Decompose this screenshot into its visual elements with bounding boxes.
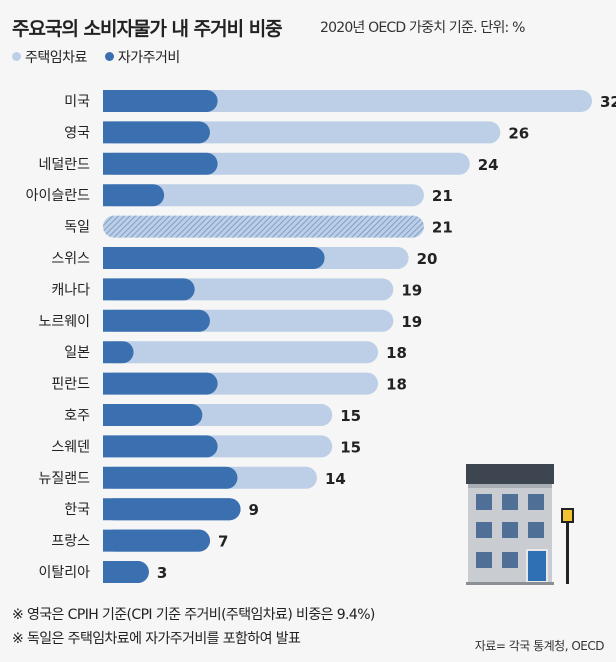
- legend-item-owner: 자가주거비: [104, 47, 180, 67]
- legend-item-rent: 주택임차료: [12, 47, 87, 67]
- category-label: 스웨덴: [51, 439, 90, 455]
- value-label: 32%: [600, 93, 616, 111]
- bar-owner: [103, 561, 149, 583]
- category-label: 뉴질랜드: [38, 471, 90, 487]
- bar-owner: [103, 529, 210, 552]
- category-label: 스위스: [51, 251, 90, 267]
- category-label: 호주: [64, 408, 90, 424]
- bar-owner: [103, 341, 134, 364]
- category-label: 한국: [64, 502, 90, 518]
- legend-label: 주택임차료: [25, 50, 87, 66]
- bar-owner: [103, 90, 218, 112]
- value-label: 18: [386, 376, 407, 394]
- legend-swatch-rent: [12, 52, 21, 61]
- bar-owner: [103, 404, 203, 426]
- legend-label: 자가주거비: [117, 50, 180, 66]
- bar-rent: [103, 341, 379, 364]
- value-label: 3: [157, 564, 167, 582]
- bar-owner: [103, 184, 165, 207]
- bar-chart: 미국 32% 영국 26 네덜란드 24 아이슬란드 21 독일 21 스위스 20 캐나다 19 노르웨이…: [26, 90, 616, 585]
- footnote: ※ 독일은 주택임차료에 자가주거비를 포함하여 발표: [12, 631, 301, 647]
- chart-subtitle: 2020년 OECD 가중치 기준. 단위: %: [320, 20, 525, 36]
- bar-owner: [103, 278, 195, 301]
- bar-rent: [103, 184, 424, 207]
- footnotes: ※ 영국은 CPIH 기준(CPI 기준 주거비(주택임차료) 비중은 9.4%…: [12, 603, 375, 651]
- chart-title: 주요국의 소비자물가 내 주거비 비중: [12, 18, 283, 40]
- bar-owner: [103, 466, 238, 489]
- footnote: ※ 영국은 CPIH 기준(CPI 기준 주거비(주택임차료) 비중은 9.4%…: [12, 607, 375, 623]
- category-label: 노르웨이: [38, 314, 90, 330]
- bar-owner: [103, 309, 210, 332]
- bar-owner: [103, 435, 218, 458]
- bar-owner: [103, 372, 218, 395]
- value-label: 24: [478, 156, 499, 174]
- bar-rent: [103, 90, 592, 112]
- category-label: 핀란드: [51, 377, 90, 393]
- category-label: 이탈리아: [38, 565, 90, 581]
- category-label: 독일: [64, 220, 90, 236]
- category-label: 아이슬란드: [26, 188, 91, 204]
- value-label: 18: [386, 344, 407, 362]
- category-label: 프랑스: [51, 534, 90, 550]
- bar-owner: [103, 247, 325, 269]
- source: 자료= 각국 통계청, OECD: [474, 639, 605, 653]
- value-label: 19: [401, 281, 422, 299]
- bar-owner: [103, 121, 210, 144]
- value-label: 14: [325, 470, 346, 488]
- bar-owner: [103, 498, 241, 521]
- legend-swatch-owner: [104, 52, 114, 61]
- value-label: 20: [417, 250, 438, 268]
- value-label: 19: [401, 313, 422, 331]
- building-illustration: [466, 464, 574, 585]
- value-label: 26: [508, 124, 529, 142]
- value-label: 21: [432, 187, 453, 205]
- bar-combined: [103, 215, 424, 238]
- bar-owner: [103, 152, 218, 175]
- value-label: 9: [249, 501, 259, 519]
- legend: 주택임차료 자가주거비: [12, 47, 180, 67]
- value-label: 7: [218, 533, 228, 551]
- value-label: 15: [340, 407, 361, 425]
- category-label: 캐나다: [51, 282, 90, 298]
- category-label: 미국: [64, 94, 90, 110]
- category-label: 영국: [64, 125, 90, 141]
- category-label: 일본: [64, 345, 90, 361]
- category-label: 네덜란드: [38, 157, 90, 173]
- value-label: 21: [432, 219, 453, 237]
- value-label: 15: [340, 438, 361, 456]
